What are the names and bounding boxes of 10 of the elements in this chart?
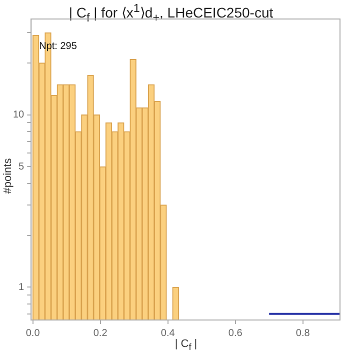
y-axis-title: #points bbox=[2, 157, 14, 196]
y-tick-label: 5 bbox=[18, 161, 25, 172]
x-tick-label: 0.4 bbox=[160, 328, 176, 339]
y-tick-label: 10 bbox=[13, 110, 25, 121]
x-tick-label: 0.2 bbox=[93, 328, 108, 339]
y-tick-label: 1 bbox=[18, 282, 25, 293]
x-tick-label: 0.6 bbox=[228, 328, 243, 339]
x-axis-title: | C$_{f}$ | bbox=[174, 338, 198, 352]
x-tick-label: 0.8 bbox=[296, 328, 310, 339]
x-tick-label: 0.0 bbox=[26, 328, 40, 339]
